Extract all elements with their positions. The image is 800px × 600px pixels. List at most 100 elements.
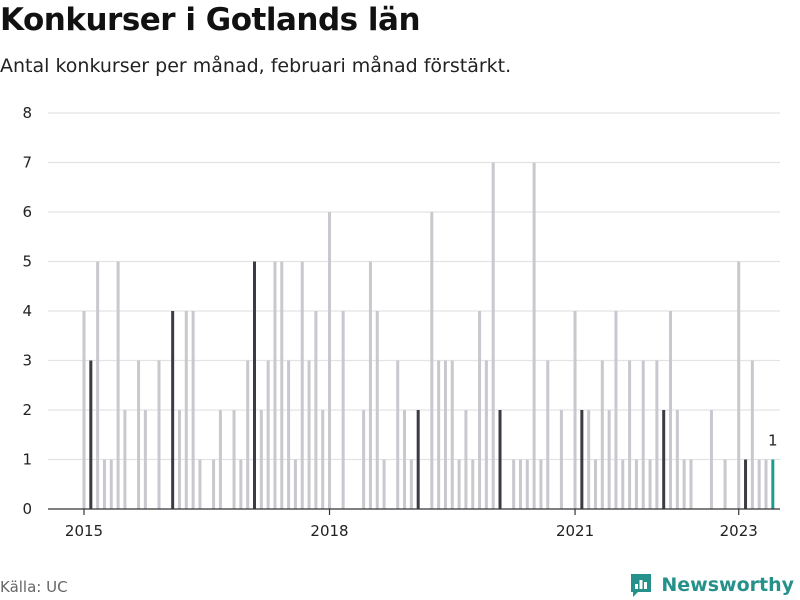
bar <box>621 459 625 509</box>
y-tick-label: 8 <box>22 104 32 122</box>
bar <box>573 311 577 509</box>
bar <box>137 360 141 509</box>
bar <box>198 459 202 509</box>
bar <box>443 360 447 509</box>
last-value-label: 1 <box>768 432 778 450</box>
bar <box>675 410 679 509</box>
bar <box>89 360 93 509</box>
chart-title: Konkurser i Gotlands län <box>0 2 421 38</box>
bar <box>525 459 529 509</box>
bar <box>771 459 775 509</box>
bar <box>600 360 604 509</box>
brand-logo[interactable]: Newsworthy <box>629 570 794 600</box>
bar <box>321 410 325 509</box>
bar <box>362 410 366 509</box>
x-tick-label: 2023 <box>720 522 758 540</box>
bar <box>259 410 263 509</box>
bar <box>580 410 584 509</box>
y-tick-label: 5 <box>22 253 32 271</box>
bar <box>634 459 638 509</box>
bar <box>246 360 250 509</box>
bar <box>669 311 673 509</box>
bar <box>655 360 659 509</box>
x-tick-label: 2015 <box>65 522 103 540</box>
bar-chart: 0 1 2 3 4 5 6 7 8 2015 2018 2021 2023 1 <box>22 104 780 540</box>
x-tick-label: 2021 <box>556 522 594 540</box>
data-labels: 1 <box>768 432 778 450</box>
bar <box>116 261 120 509</box>
bar <box>607 410 611 509</box>
bar <box>641 360 645 509</box>
y-tick-label: 1 <box>22 451 32 469</box>
bar <box>212 459 216 509</box>
bar <box>457 459 461 509</box>
bar <box>471 459 475 509</box>
bar <box>587 410 591 509</box>
bar <box>750 360 754 509</box>
bar <box>648 459 652 509</box>
bar <box>757 459 761 509</box>
bar <box>559 410 563 509</box>
bar <box>689 459 693 509</box>
x-axis: 2015 2018 2021 2023 <box>48 508 780 540</box>
bar <box>177 410 181 509</box>
bar <box>709 410 713 509</box>
bar <box>328 212 332 509</box>
chart-subtitle: Antal konkurser per månad, februari måna… <box>0 55 512 77</box>
bar <box>143 410 147 509</box>
brand-name: Newsworthy <box>661 574 794 596</box>
bar <box>546 360 550 509</box>
bar <box>464 410 468 509</box>
bar <box>764 459 768 509</box>
bar <box>157 360 161 509</box>
bar <box>723 459 727 509</box>
y-tick-label: 3 <box>22 352 32 370</box>
bar <box>239 459 243 509</box>
bar <box>218 410 222 509</box>
bar <box>341 311 345 509</box>
bar <box>450 360 454 509</box>
bar <box>171 311 175 509</box>
bar <box>273 261 277 509</box>
bar <box>682 459 686 509</box>
bar <box>478 311 482 509</box>
y-axis-ticks: 0 1 2 3 4 5 6 7 8 <box>22 104 32 518</box>
bar <box>300 261 304 509</box>
bar <box>123 410 127 509</box>
source-note: Källa: UC <box>0 578 68 596</box>
bar <box>382 459 386 509</box>
bar <box>539 459 543 509</box>
y-tick-label: 6 <box>22 203 32 221</box>
bar <box>396 360 400 509</box>
bar <box>96 261 100 509</box>
bar <box>368 261 372 509</box>
bar <box>314 311 318 509</box>
bar <box>253 261 256 509</box>
bar <box>416 410 420 509</box>
bar <box>491 162 495 509</box>
bar <box>82 311 86 509</box>
bar <box>184 311 188 509</box>
bar <box>518 459 522 509</box>
bar <box>737 261 741 509</box>
y-tick-label: 7 <box>22 154 32 172</box>
y-tick-label: 0 <box>22 500 32 518</box>
y-tick-label: 2 <box>22 401 32 419</box>
bar <box>266 360 270 509</box>
bar <box>437 360 441 509</box>
bar <box>594 459 597 509</box>
bar <box>512 459 516 509</box>
bar <box>662 410 666 509</box>
bar <box>109 459 113 509</box>
bar <box>430 212 434 509</box>
bar <box>102 459 106 509</box>
bar <box>293 459 297 509</box>
bar <box>307 360 311 509</box>
bar <box>287 360 291 509</box>
bar <box>744 459 748 509</box>
bar <box>191 311 195 509</box>
bar <box>614 311 618 509</box>
newsworthy-logo-icon <box>631 574 652 597</box>
bar <box>628 360 632 509</box>
bar <box>498 410 502 509</box>
